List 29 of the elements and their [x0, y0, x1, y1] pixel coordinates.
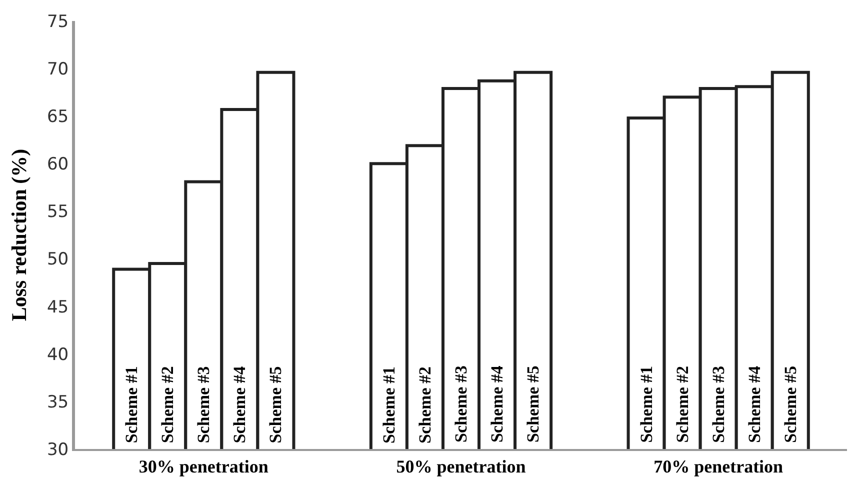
text: Scheme #3 — [194, 366, 214, 444]
text: Scheme #2 — [415, 366, 434, 444]
text: Scheme #1 — [636, 366, 656, 443]
text: Scheme #5 — [524, 366, 543, 443]
x-tick-label: 30% penetration — [138, 456, 268, 477]
text: Scheme #5 — [780, 366, 800, 443]
y-tick-label: 75 — [46, 12, 69, 32]
series-label: Scheme #5 — [266, 366, 286, 444]
y-tick-label: 60 — [46, 154, 69, 175]
x-tick-label: 70% penetration — [654, 456, 784, 477]
y-tick-label: 30 — [46, 440, 69, 460]
y-tick-label: 45 — [46, 297, 69, 318]
x-tick-label: 50% penetration — [396, 456, 526, 477]
text: Scheme #1 — [122, 366, 142, 444]
text: Scheme #4 — [744, 366, 764, 443]
series-label: Scheme #2 — [158, 366, 178, 444]
y-axis-title: Loss reduction (%) — [7, 148, 32, 322]
series-label: Scheme #1 — [379, 366, 398, 444]
series-label: Scheme #4 — [230, 366, 250, 444]
y-tick-label: 55 — [46, 202, 69, 222]
text: Scheme #4 — [488, 366, 507, 443]
y-tick-label: 35 — [46, 392, 69, 412]
text: Scheme #3 — [708, 366, 728, 443]
y-tick-label: 40 — [46, 344, 69, 365]
y-tick-label: 70 — [46, 60, 69, 80]
series-label: Scheme #3 — [452, 366, 470, 442]
text: Scheme #2 — [672, 366, 692, 443]
y-tick-label: 50 — [46, 250, 69, 270]
y-tick-label: 65 — [46, 107, 69, 128]
